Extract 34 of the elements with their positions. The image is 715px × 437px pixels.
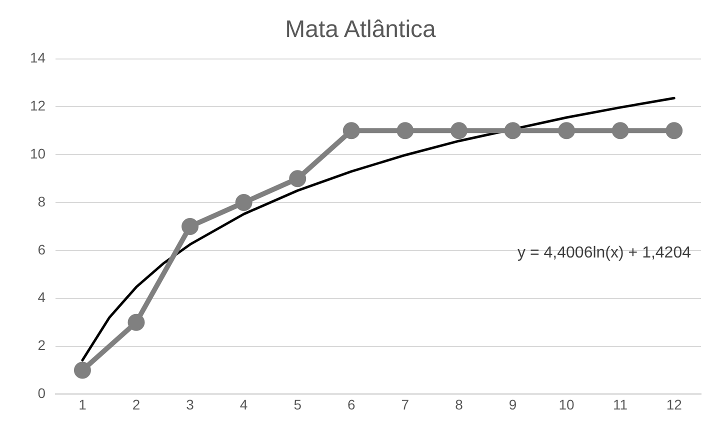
x-tick-label: 8	[455, 396, 464, 412]
x-tick-label: 6	[347, 396, 356, 412]
y-tick-label: 14	[30, 50, 46, 66]
point	[182, 218, 199, 235]
x-tick-label: 3	[186, 396, 194, 412]
point	[289, 170, 306, 188]
y-tick-label: 10	[30, 145, 46, 162]
point	[342, 122, 360, 140]
point	[396, 122, 414, 140]
point	[235, 194, 252, 212]
point	[504, 122, 522, 140]
x-tick-label: 9	[508, 396, 517, 412]
x-tick-label: 12	[666, 396, 682, 412]
x-tick-label: 5	[294, 396, 302, 412]
x-tick-label: 11	[613, 396, 628, 412]
x-tick-label: 7	[401, 396, 410, 412]
y-tick-label: 8	[38, 193, 46, 210]
x-tick-label: 10	[558, 396, 575, 412]
chart-title: Mata Atlântica	[285, 16, 437, 44]
x-tick-label: 4	[240, 396, 248, 412]
x-tick-label: 2	[132, 396, 140, 412]
point	[558, 122, 576, 140]
point	[74, 362, 91, 379]
annotation: y = 4,4006ln(x) + 1,4204	[518, 244, 692, 262]
y-tick-label: 6	[38, 241, 46, 258]
y-tick-label: 2	[38, 337, 46, 354]
x-tick-label: 1	[78, 396, 87, 412]
point	[128, 314, 145, 331]
point	[666, 122, 683, 140]
y-tick-label: 0	[38, 385, 46, 402]
y-tick-label: 12	[30, 98, 46, 114]
point	[450, 122, 468, 140]
point	[612, 122, 629, 140]
y-tick-label: 4	[38, 289, 46, 306]
